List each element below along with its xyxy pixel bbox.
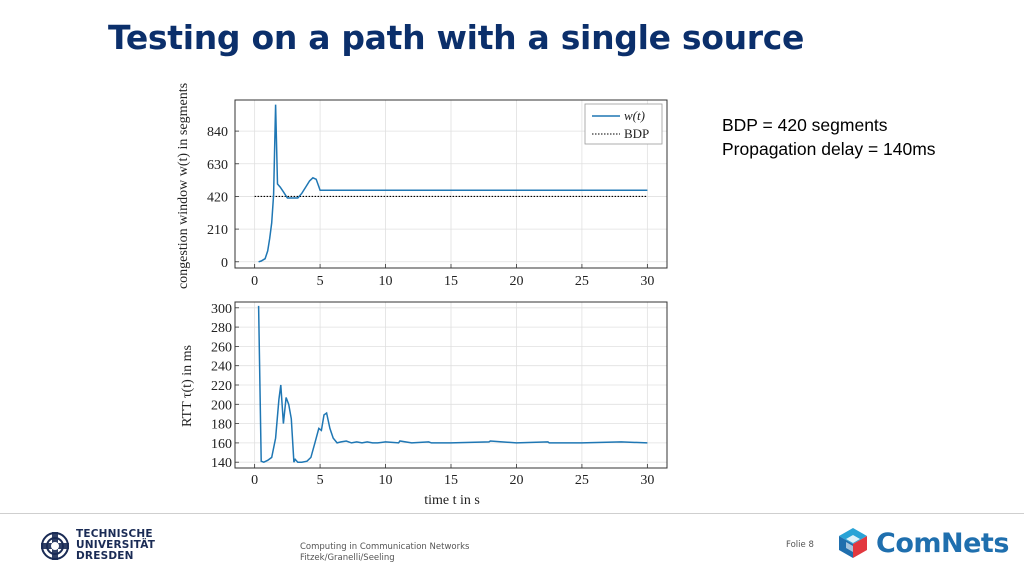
cwnd-xtick: 30 <box>640 274 654 289</box>
info-box: BDP = 420 segments Propagation delay = 1… <box>722 113 936 161</box>
rtt-xtick: 30 <box>640 473 654 488</box>
cwnd-xtick: 10 <box>379 274 393 289</box>
cwnd-xtick: 25 <box>575 274 589 289</box>
rtt-ytick: 280 <box>211 321 232 336</box>
rtt-ytick: 160 <box>211 437 232 452</box>
tu-name: TECHNISCHE UNIVERSITÄT DRESDEN <box>76 529 155 562</box>
brand-com: Com <box>876 527 942 559</box>
cwnd-yticks: 0 210 420 630 840 <box>207 125 228 271</box>
tu-dresden-logo: TECHNISCHE UNIVERSITÄT DRESDEN <box>40 529 155 562</box>
rtt-xtick: 5 <box>317 473 324 488</box>
rtt-ytick: 180 <box>211 418 232 433</box>
tu-line1: TECHNISCHE <box>76 528 153 540</box>
rtt-series-line <box>257 305 648 464</box>
rtt-xticks: 0 5 10 15 20 25 30 <box>251 473 654 488</box>
legend-box <box>584 103 663 145</box>
rtt-yticks: 140 160 180 200 220 240 260 280 300 <box>211 302 232 471</box>
cwnd-ylabel: congestion window w(t) in segments <box>176 83 191 289</box>
cwnd-ytick: 210 <box>207 223 228 238</box>
rtt-ytick: 220 <box>211 379 232 394</box>
tu-line3: DRESDEN <box>76 550 134 562</box>
rtt-grid <box>235 302 667 468</box>
rtt-ytick: 140 <box>211 456 232 471</box>
cwnd-xtick: 0 <box>251 274 258 289</box>
rtt-xtick: 20 <box>509 473 523 488</box>
rtt-plot-frame <box>234 301 668 469</box>
cwnd-ytick: 0 <box>221 256 228 271</box>
delay-info: Propagation delay = 140ms <box>722 139 936 159</box>
comnets-wordmark: ComNets <box>876 528 1009 559</box>
brand-nets: Nets <box>941 527 1009 559</box>
rtt-ytick: 240 <box>211 360 232 375</box>
cwnd-ytick: 420 <box>207 190 228 205</box>
cwnd-legend: w(t) BDP <box>584 103 663 145</box>
rtt-chart: 0 5 10 15 20 25 30 140 160 180 200 220 2… <box>180 301 668 508</box>
cwnd-xtick: 5 <box>317 274 324 289</box>
legend-label-bdp: BDP <box>624 126 649 141</box>
legend-label-wt: w(t) <box>624 108 645 123</box>
rtt-ytick: 300 <box>211 302 232 317</box>
course-title: Computing in Communication Networks <box>300 542 470 552</box>
tu-seal-icon <box>41 531 69 560</box>
cwnd-xtick: 15 <box>444 274 458 289</box>
rtt-ytick: 260 <box>211 340 232 355</box>
comnets-cube-icon <box>839 528 867 558</box>
course-authors: Fitzek/Granelli/Seeling <box>300 553 395 563</box>
cwnd-plot-frame <box>234 99 668 269</box>
rtt-xlabel: time t in s <box>424 493 480 508</box>
rtt-ytick: 200 <box>211 398 232 413</box>
bdp-info: BDP = 420 segments <box>722 115 888 135</box>
cwnd-series-line <box>258 104 648 263</box>
cwnd-xticks: 0 5 10 15 20 25 30 <box>251 274 654 289</box>
cwnd-xtick: 20 <box>509 274 523 289</box>
rtt-xtick: 15 <box>444 473 458 488</box>
cwnd-ytick: 630 <box>207 158 228 173</box>
course-info: Computing in Communication Networks Fitz… <box>300 542 469 564</box>
slide-title: Testing on a path with a single source <box>108 18 805 57</box>
slide-number: Folie 8 <box>786 540 814 550</box>
rtt-xtick: 10 <box>379 473 393 488</box>
footer-divider <box>0 513 1024 514</box>
tu-line2: UNIVERSITÄT <box>76 539 156 551</box>
comnets-logo: ComNets <box>836 526 1009 560</box>
cwnd-ytick: 840 <box>207 125 228 140</box>
rtt-xtick: 25 <box>575 473 589 488</box>
rtt-ylabel: RTT τ(t) in ms <box>180 345 195 427</box>
rtt-xtick: 0 <box>251 473 258 488</box>
cwnd-chart: 0 5 10 15 20 25 30 0 210 420 630 840 con… <box>176 83 668 289</box>
